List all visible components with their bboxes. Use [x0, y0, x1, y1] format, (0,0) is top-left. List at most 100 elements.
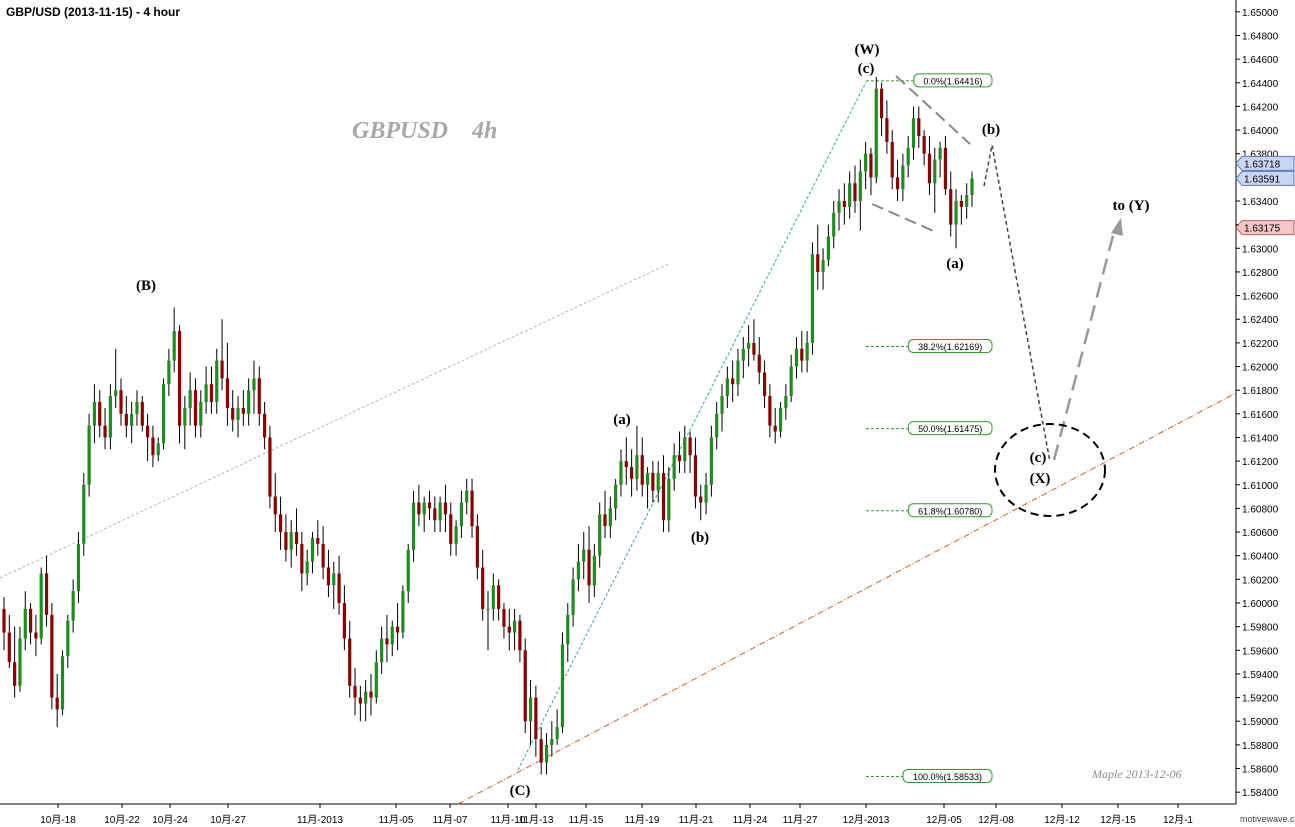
price-tag-label: 1.63591 — [1244, 174, 1281, 185]
candle-body — [103, 425, 107, 438]
candle-body — [273, 496, 277, 515]
candle-body — [177, 331, 182, 426]
candle-body — [401, 591, 405, 633]
candle — [486, 591, 490, 651]
candle — [241, 390, 245, 426]
candle-body — [837, 201, 841, 213]
candle-body — [380, 638, 384, 663]
wave-label: (a) — [946, 256, 964, 272]
candle — [752, 319, 756, 361]
candle — [821, 248, 825, 290]
price-tag-label: 1.63175 — [1244, 224, 1281, 235]
candle — [805, 331, 809, 373]
x-tick-label: 11月-24 — [733, 814, 768, 826]
candle — [417, 484, 421, 527]
candle — [895, 159, 900, 201]
candle — [965, 183, 969, 219]
candle-body — [374, 662, 378, 698]
candle-body — [906, 147, 910, 166]
x-tick-label: 12月-05 — [926, 814, 962, 826]
y-tick-label: 1.59400 — [1242, 670, 1279, 681]
candle-body — [874, 88, 878, 178]
fib-level-box — [902, 768, 993, 783]
candle-body — [124, 413, 128, 426]
candle-body — [76, 543, 81, 592]
candle — [209, 366, 214, 414]
brand-label: motivewave.com — [1240, 814, 1295, 824]
candle-body — [933, 159, 937, 184]
triangle-lower-line — [871, 203, 939, 234]
candle — [837, 189, 841, 231]
candle-body — [236, 407, 240, 420]
candle — [528, 679, 533, 745]
candle — [848, 171, 852, 219]
candle — [225, 342, 229, 426]
candle-body — [385, 638, 389, 645]
candle-body — [161, 384, 166, 444]
candle — [183, 396, 187, 450]
y-tick-label: 1.62800 — [1242, 268, 1279, 279]
candle-body — [66, 620, 70, 657]
candle-body — [310, 537, 315, 562]
y-tick-label: 1.64600 — [1242, 55, 1279, 66]
candle-body — [959, 201, 963, 207]
candle — [300, 532, 304, 592]
candle-body — [571, 579, 575, 615]
candle-body — [395, 626, 400, 633]
candle — [199, 390, 203, 438]
candle-body — [949, 189, 953, 225]
candle-body — [693, 455, 698, 497]
candle — [443, 484, 448, 533]
candle-body — [2, 608, 6, 633]
fib-level-label: 0.0%(1.64416) — [923, 76, 982, 86]
candle-body — [603, 514, 607, 527]
candlestick-series — [2, 76, 974, 775]
candle-body — [193, 390, 198, 426]
candle-body — [848, 183, 852, 207]
candle-body — [497, 585, 501, 609]
candle — [289, 520, 293, 568]
x-tick-label: 12月-08 — [978, 814, 1014, 826]
candle-body — [23, 608, 27, 639]
price-tag-box — [1235, 170, 1295, 186]
candle — [800, 331, 804, 373]
candle — [119, 378, 123, 426]
candle — [614, 478, 618, 521]
wave-label: (B) — [136, 278, 156, 294]
candle-body — [502, 608, 506, 627]
candle — [257, 366, 261, 426]
candle — [683, 425, 687, 473]
candle-body — [768, 396, 772, 426]
candle — [497, 579, 501, 621]
x-tick-label: 11月-2013 — [297, 814, 343, 826]
y-tick-label: 1.64800 — [1242, 31, 1279, 42]
x-tick-label: 11月-19 — [625, 814, 660, 826]
candle — [544, 733, 549, 775]
candle — [842, 183, 846, 225]
candle — [204, 366, 208, 414]
y-tick-label: 1.59000 — [1242, 717, 1279, 728]
fib-level-box — [907, 503, 993, 518]
candle-body — [858, 171, 862, 201]
candle — [507, 608, 511, 651]
candle-body — [358, 697, 362, 704]
y-tick-label: 1.61600 — [1242, 410, 1279, 421]
candle-body — [18, 638, 22, 686]
price-tag-label: 1.63718 — [1244, 159, 1281, 170]
upper-channel-line — [0, 263, 669, 579]
candle-body — [885, 118, 889, 142]
candle-body — [879, 88, 884, 119]
candle-body — [119, 390, 123, 414]
candle-body — [294, 532, 299, 544]
candle-body — [624, 461, 628, 468]
candle-body — [731, 378, 735, 385]
candle — [332, 561, 336, 609]
candle — [92, 384, 97, 444]
candle-body — [422, 502, 426, 515]
candle-body — [832, 212, 836, 237]
x-tick-label: 11月-15 — [569, 814, 604, 826]
candle-body — [826, 236, 830, 261]
candle — [693, 437, 698, 509]
candle — [18, 626, 22, 692]
